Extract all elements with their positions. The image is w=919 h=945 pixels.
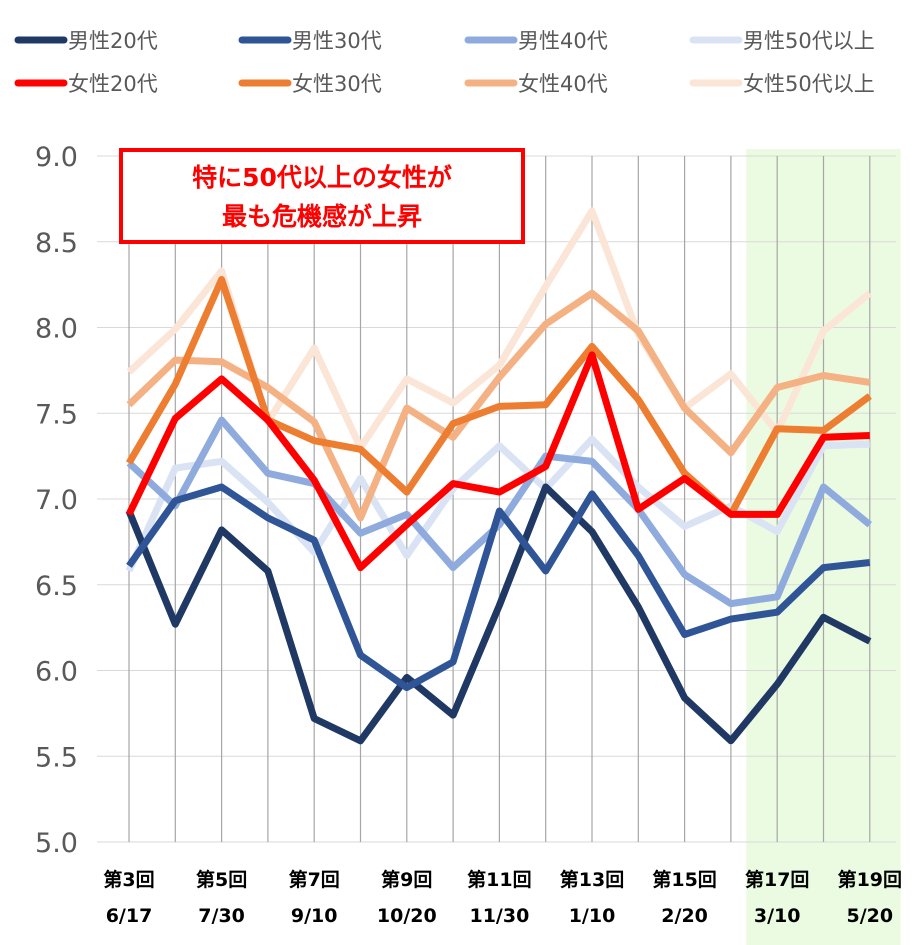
legend-label: 男性50代以上 xyxy=(743,29,875,53)
x-tick-round: 第13回 xyxy=(560,868,624,891)
legend-label: 女性30代 xyxy=(292,72,382,96)
x-tick-round: 第3回 xyxy=(103,868,154,891)
y-tick-label: 7.0 xyxy=(35,485,78,516)
x-tick-date: 9/10 xyxy=(291,905,338,927)
x-tick-round: 第15回 xyxy=(652,868,716,891)
annotation-line-1: 特に50代以上の女性が xyxy=(192,163,452,192)
x-tick-round: 第17回 xyxy=(745,868,809,891)
legend-label: 男性20代 xyxy=(68,29,158,53)
y-axis-ticks: 5.0 5.5 6.0 6.5 7.0 7.5 8.0 8.5 9.0 xyxy=(35,142,78,859)
x-tick-round: 第19回 xyxy=(838,868,902,891)
series-lines xyxy=(125,207,873,745)
y-tick-label: 7.5 xyxy=(35,399,78,430)
annotation-callout: 特に50代以上の女性が 最も危機感が上昇 xyxy=(119,148,525,244)
legend-label: 女性40代 xyxy=(518,72,608,96)
x-tick-round: 第9回 xyxy=(381,868,432,891)
x-tick-round: 第11回 xyxy=(467,868,531,891)
x-tick-date: 11/30 xyxy=(469,905,529,927)
series-line xyxy=(125,483,872,745)
x-tick-date: 7/30 xyxy=(198,905,245,927)
annotation-box xyxy=(119,148,525,244)
legend-label: 女性20代 xyxy=(68,72,158,96)
y-tick-label: 9.0 xyxy=(35,142,78,173)
x-tick-round: 第5回 xyxy=(196,868,247,891)
annotation-line-2: 最も危機感が上昇 xyxy=(222,202,422,231)
series-line xyxy=(125,351,870,572)
x-axis-ticks: 第3回 6/17 第5回 7/30 第7回 9/10 第9回 10/20 第11回 11/30 第1… xyxy=(103,868,902,927)
y-tick-label: 5.5 xyxy=(35,742,78,773)
x-tick-date: 3/10 xyxy=(754,905,801,927)
legend-label: 女性50代以上 xyxy=(743,72,875,96)
x-tick-date: 5/20 xyxy=(846,905,893,927)
legend-label: 男性40代 xyxy=(518,29,608,53)
y-tick-label: 8.5 xyxy=(35,228,78,259)
y-tick-label: 6.5 xyxy=(35,571,78,602)
y-tick-label: 8.0 xyxy=(35,314,78,345)
y-tick-label: 6.0 xyxy=(35,657,78,688)
series-line xyxy=(126,483,871,692)
legend-label: 男性30代 xyxy=(292,29,382,53)
y-tick-label: 5.0 xyxy=(35,828,78,859)
x-tick-date: 2/20 xyxy=(661,905,708,927)
x-tick-date: 6/17 xyxy=(106,905,153,927)
x-tick-round: 第7回 xyxy=(289,868,340,891)
series-line xyxy=(125,276,872,518)
x-tick-date: 1/10 xyxy=(569,905,616,927)
series-line xyxy=(126,416,873,608)
x-tick-date: 10/20 xyxy=(377,905,437,927)
